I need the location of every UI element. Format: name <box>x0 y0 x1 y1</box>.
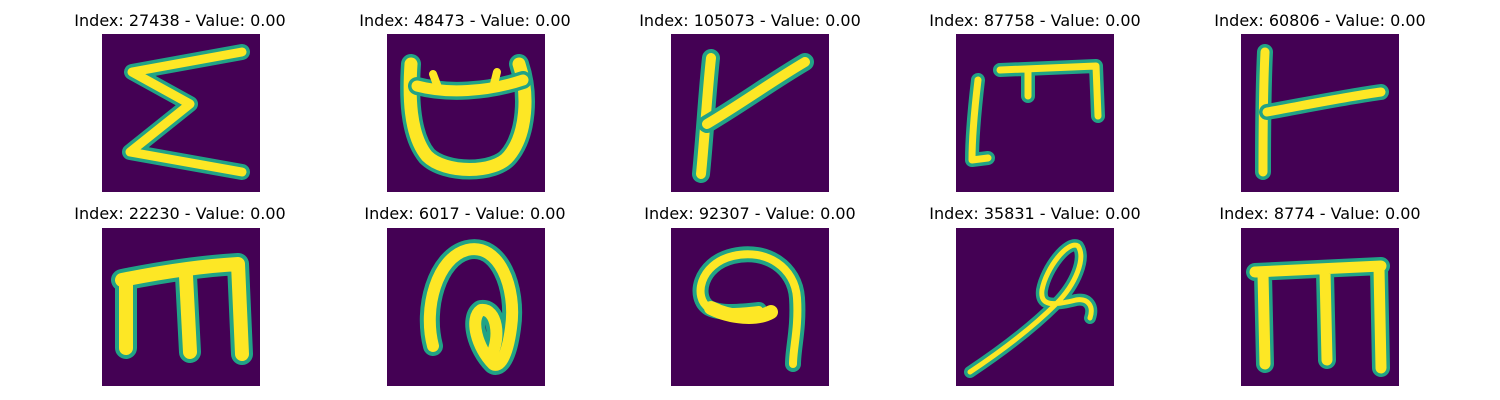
glyph-flourish <box>956 228 1114 386</box>
panel-title: Index: 60806 - Value: 0.00 <box>1214 11 1426 30</box>
glyph-image <box>1241 34 1399 192</box>
panel-title: Index: 6017 - Value: 0.00 <box>364 204 566 223</box>
panel-title: Index: 22230 - Value: 0.00 <box>74 204 286 223</box>
glyph-cup <box>387 34 545 192</box>
glyph-bracket-m <box>956 34 1114 192</box>
glyph-k <box>671 34 829 192</box>
panel-title: Index: 92307 - Value: 0.00 <box>644 204 856 223</box>
glyph-image <box>956 34 1114 192</box>
glyph-m <box>102 228 260 386</box>
glyph-m <box>1241 228 1399 386</box>
glyph-image <box>387 228 545 386</box>
panel-title: Index: 48473 - Value: 0.00 <box>359 11 571 30</box>
panel-title: Index: 35831 - Value: 0.00 <box>929 204 1141 223</box>
glyph-loop <box>387 228 545 386</box>
panel-title: Index: 8774 - Value: 0.00 <box>1219 204 1421 223</box>
glyph-image <box>671 34 829 192</box>
glyph-image <box>102 34 260 192</box>
glyph-nine <box>671 228 829 386</box>
glyph-image <box>1241 228 1399 386</box>
panel-title: Index: 87758 - Value: 0.00 <box>929 11 1141 30</box>
glyph-image <box>671 228 829 386</box>
panel-title: Index: 27438 - Value: 0.00 <box>74 11 286 30</box>
panel-title: Index: 105073 - Value: 0.00 <box>639 11 861 30</box>
glyph-image <box>956 228 1114 386</box>
glyph-t-rotated <box>1241 34 1399 192</box>
glyph-sigma <box>102 34 260 192</box>
glyph-image <box>387 34 545 192</box>
glyph-image <box>102 228 260 386</box>
